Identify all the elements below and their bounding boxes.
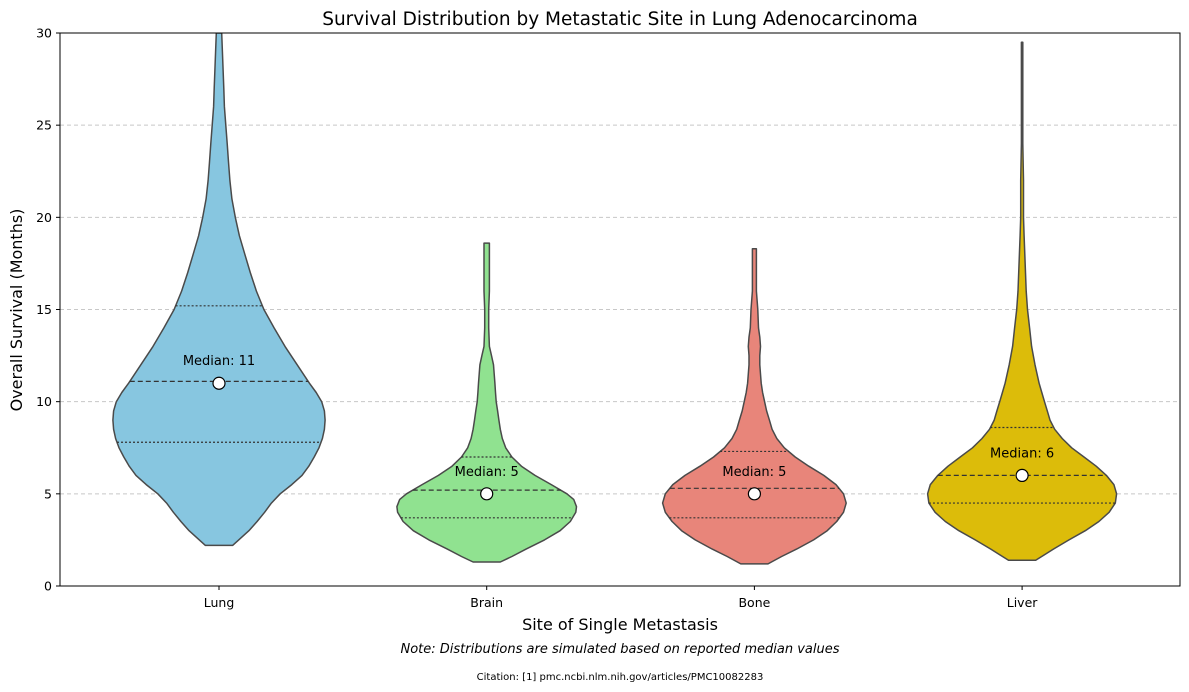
x-tick-label: Brain xyxy=(470,595,503,610)
y-tick-label: 25 xyxy=(36,118,52,133)
violin-body xyxy=(926,41,1118,561)
y-tick-label: 0 xyxy=(44,579,52,594)
violin-body xyxy=(396,242,578,563)
median-label: Median: 11 xyxy=(183,354,255,369)
y-tick-label: 20 xyxy=(36,210,52,225)
x-tick-label: Bone xyxy=(738,595,770,610)
y-axis-ticks: 0 5 10 15 20 25 30 xyxy=(36,26,60,594)
chart-title: Survival Distribution by Metastatic Site… xyxy=(322,9,918,30)
median-label: Median: 5 xyxy=(722,465,786,480)
median-marker xyxy=(747,487,762,501)
note-text: Note: Distributions are simulated based … xyxy=(400,642,839,657)
y-axis-label: Overall Survival (Months) xyxy=(7,209,26,412)
median-marker xyxy=(480,487,494,501)
violin-brain xyxy=(396,242,578,563)
y-tick-label: 15 xyxy=(36,302,52,317)
x-tick-label: Liver xyxy=(1007,595,1039,610)
median-label: Median: 5 xyxy=(455,465,519,480)
citation-text: Citation: [1] pmc.ncbi.nlm.nih.gov/artic… xyxy=(477,672,764,683)
median-marker xyxy=(212,376,226,390)
violins xyxy=(112,33,1118,565)
median-label: Median: 6 xyxy=(990,446,1054,461)
y-tick-label: 10 xyxy=(36,394,52,409)
violin-body xyxy=(112,33,326,547)
violin-body xyxy=(661,247,847,565)
x-tick-label: Lung xyxy=(204,595,235,610)
y-tick-label: 5 xyxy=(44,486,52,501)
x-axis-label: Site of Single Metastasis xyxy=(522,615,718,634)
median-markers: Median: 11 Median: 5 Median: 5 Median: 6 xyxy=(183,354,1054,501)
x-axis-ticks: Lung Brain Bone Liver xyxy=(204,586,1039,610)
y-tick-label: 30 xyxy=(36,26,52,41)
median-marker xyxy=(1015,468,1029,482)
